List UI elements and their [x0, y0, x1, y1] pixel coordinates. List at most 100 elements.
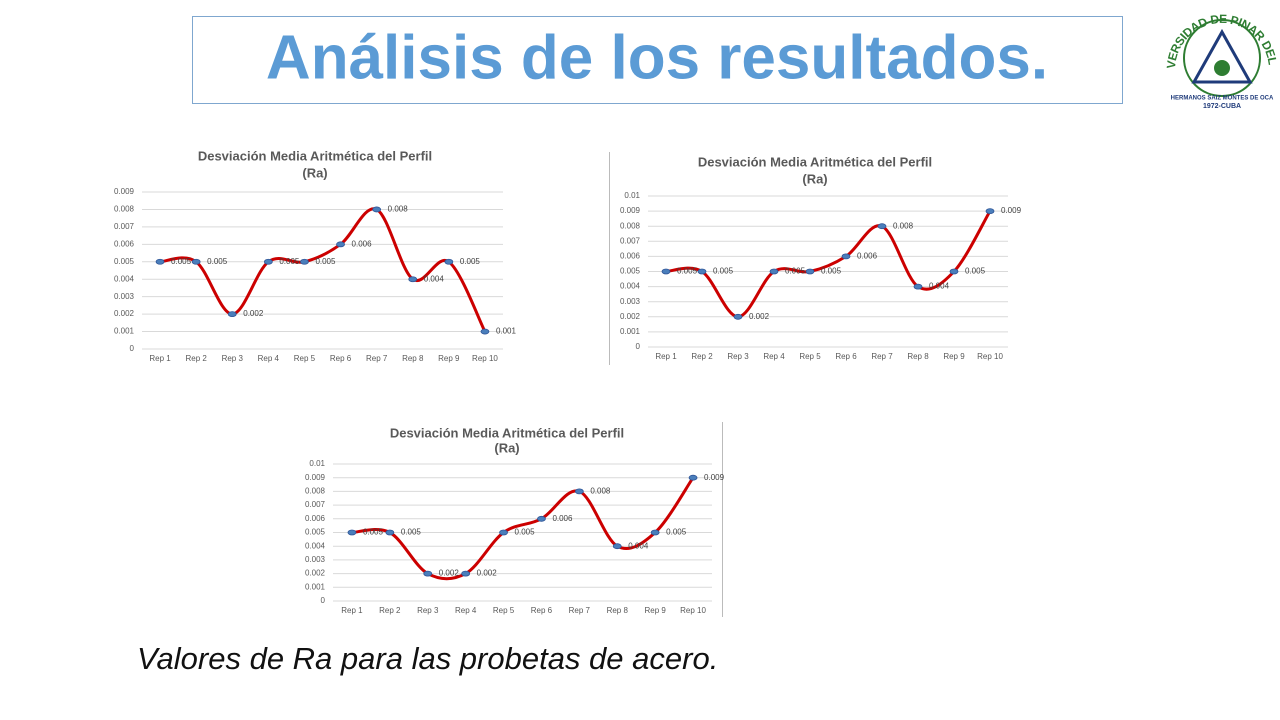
data-point: [385, 529, 395, 536]
data-label: 0.004: [929, 282, 950, 291]
data-line: [665, 210, 992, 319]
logo-tree: [1214, 60, 1230, 76]
y-tick-label: 0.005: [114, 257, 135, 266]
x-tick-label: Rep 7: [569, 606, 591, 615]
data-point: [263, 258, 273, 265]
data-label: 0.005: [666, 528, 687, 537]
y-tick-label: 0.008: [114, 205, 135, 214]
data-label: 0.001: [496, 327, 517, 336]
y-tick-label: 0.01: [309, 459, 325, 468]
y-tick-label: 0.005: [620, 267, 641, 276]
x-tick-label: Rep 1: [655, 352, 677, 361]
data-point: [191, 258, 201, 265]
data-point: [499, 529, 508, 536]
x-tick-label: Rep 8: [607, 606, 629, 615]
x-tick-label: Rep 2: [691, 352, 713, 361]
y-tick-label: 0.004: [620, 282, 641, 291]
data-point: [805, 268, 815, 275]
y-tick-label: 0: [130, 344, 135, 353]
data-label: 0.002: [477, 569, 498, 578]
x-tick-label: Rep 2: [379, 606, 401, 615]
x-tick-label: Rep 4: [258, 354, 280, 363]
data-line: [351, 476, 695, 581]
y-tick-label: 0.008: [305, 487, 326, 496]
y-tick-label: 0.01: [624, 191, 640, 200]
data-point: [155, 258, 165, 265]
data-label: 0.005: [785, 267, 806, 276]
x-tick-label: Rep 6: [835, 352, 857, 361]
y-tick-label: 0.007: [305, 500, 326, 509]
data-label: 0.006: [352, 239, 373, 248]
data-point: [688, 474, 698, 481]
data-point: [444, 258, 454, 265]
x-tick-label: Rep 4: [455, 606, 477, 615]
y-tick-label: 0.008: [620, 221, 641, 230]
data-point: [612, 543, 622, 550]
x-tick-label: Rep 1: [149, 354, 171, 363]
data-label: 0.005: [171, 257, 192, 266]
y-tick-label: 0.001: [305, 582, 326, 591]
x-tick-label: Rep 5: [493, 606, 515, 615]
x-tick-label: Rep 3: [417, 606, 439, 615]
y-tick-label: 0: [321, 596, 326, 605]
chart-title: Desviación Media Aritmética del Perfil: [198, 148, 432, 163]
data-label: 0.006: [552, 514, 573, 523]
data-point: [985, 208, 995, 215]
y-tick-label: 0.009: [114, 187, 135, 196]
chart-subtitle: (Ra): [802, 171, 827, 186]
data-point: [347, 529, 357, 536]
data-label: 0.002: [243, 309, 264, 318]
x-tick-label: Rep 6: [330, 354, 352, 363]
data-label: 0.008: [388, 205, 409, 214]
data-label: 0.005: [207, 257, 228, 266]
data-label: 0.005: [821, 267, 842, 276]
data-point: [336, 241, 345, 248]
x-tick-label: Rep 7: [366, 354, 388, 363]
data-label: 0.004: [424, 274, 445, 283]
x-tick-label: Rep 8: [907, 352, 929, 361]
data-label: 0.005: [315, 257, 336, 266]
data-label: 0.005: [677, 267, 698, 276]
logo-ring: [1183, 19, 1261, 97]
y-tick-label: 0: [636, 342, 641, 351]
y-tick-label: 0.006: [114, 239, 135, 248]
data-point: [913, 283, 923, 290]
data-point: [733, 313, 743, 320]
x-tick-label: Rep 4: [763, 352, 785, 361]
data-label: 0.006: [857, 252, 878, 261]
data-point: [841, 253, 851, 260]
data-label: 0.009: [1001, 206, 1022, 215]
y-tick-label: 0.004: [114, 274, 135, 283]
y-tick-label: 0.001: [620, 327, 641, 336]
x-tick-label: Rep 2: [185, 354, 207, 363]
y-tick-label: 0.002: [305, 569, 326, 578]
x-tick-label: Rep 6: [531, 606, 553, 615]
chart-subtitle: (Ra): [302, 165, 327, 180]
data-point: [423, 570, 433, 577]
y-tick-label: 0.003: [620, 297, 641, 306]
x-tick-label: Rep 7: [871, 352, 893, 361]
y-tick-label: 0.001: [114, 327, 135, 336]
logo-year: 1972-CUBA: [1203, 103, 1241, 110]
y-tick-label: 0.009: [620, 206, 641, 215]
y-tick-label: 0.007: [114, 222, 135, 231]
y-tick-label: 0.005: [305, 528, 326, 537]
data-label: 0.005: [279, 257, 300, 266]
data-point: [480, 328, 490, 335]
x-tick-label: Rep 3: [222, 354, 244, 363]
data-point: [877, 223, 887, 230]
y-tick-label: 0.006: [305, 514, 326, 523]
data-point: [408, 276, 418, 283]
data-label: 0.005: [713, 267, 734, 276]
y-tick-label: 0.009: [305, 473, 326, 482]
y-tick-label: 0.003: [305, 555, 326, 564]
y-tick-label: 0.002: [620, 312, 641, 321]
title-box: [192, 16, 1123, 104]
y-tick-label: 0.007: [620, 236, 641, 245]
data-label: 0.008: [893, 221, 914, 230]
x-tick-label: Rep 10: [680, 606, 706, 615]
slide-title: Análisis de los resultados.: [266, 23, 1048, 92]
x-tick-label: Rep 9: [438, 354, 460, 363]
chart-subtitle: (Ra): [494, 440, 519, 455]
